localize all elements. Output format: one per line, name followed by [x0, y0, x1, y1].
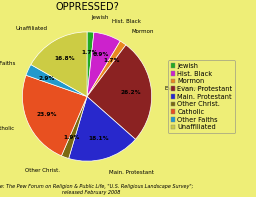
Text: Unaffiliated: Unaffiliated: [15, 26, 47, 31]
Wedge shape: [87, 45, 152, 139]
Text: 1.7%: 1.7%: [81, 50, 98, 55]
Text: 18.1%: 18.1%: [89, 136, 110, 141]
Wedge shape: [87, 32, 94, 97]
Text: 1.7%: 1.7%: [103, 58, 120, 63]
Text: Evan. Protestant: Evan. Protestant: [165, 86, 211, 91]
Text: 6.9%: 6.9%: [93, 52, 109, 57]
Text: Other Christ.: Other Christ.: [25, 168, 60, 173]
Text: 23.9%: 23.9%: [37, 112, 57, 117]
Text: Main. Protestant: Main. Protestant: [109, 170, 154, 175]
Text: 26.2%: 26.2%: [120, 90, 141, 95]
Text: Other Faiths: Other Faiths: [0, 61, 15, 66]
Text: Catholic: Catholic: [0, 126, 15, 131]
Text: 1.9%: 1.9%: [64, 135, 80, 140]
Wedge shape: [87, 32, 120, 97]
Wedge shape: [23, 75, 87, 156]
Wedge shape: [26, 65, 87, 97]
Text: Jewish: Jewish: [91, 15, 109, 20]
Wedge shape: [31, 32, 87, 97]
Legend: Jewish, Hist. Black, Mormon, Evan. Protestant, Main. Protestant, Other Christ., : Jewish, Hist. Black, Mormon, Evan. Prote…: [168, 60, 235, 133]
Wedge shape: [87, 41, 126, 97]
Wedge shape: [69, 97, 135, 161]
Text: Mormon: Mormon: [131, 29, 154, 34]
Wedge shape: [61, 97, 87, 158]
Title: OPPRESSED?: OPPRESSED?: [55, 2, 119, 12]
Text: 2.9%: 2.9%: [39, 76, 55, 81]
Text: Hist. Black: Hist. Black: [112, 19, 141, 24]
Text: Source: The Pew Forum on Religion & Public Life, "U.S. Religious Landscape Surve: Source: The Pew Forum on Religion & Publ…: [0, 184, 193, 195]
Text: 16.8%: 16.8%: [55, 56, 75, 61]
